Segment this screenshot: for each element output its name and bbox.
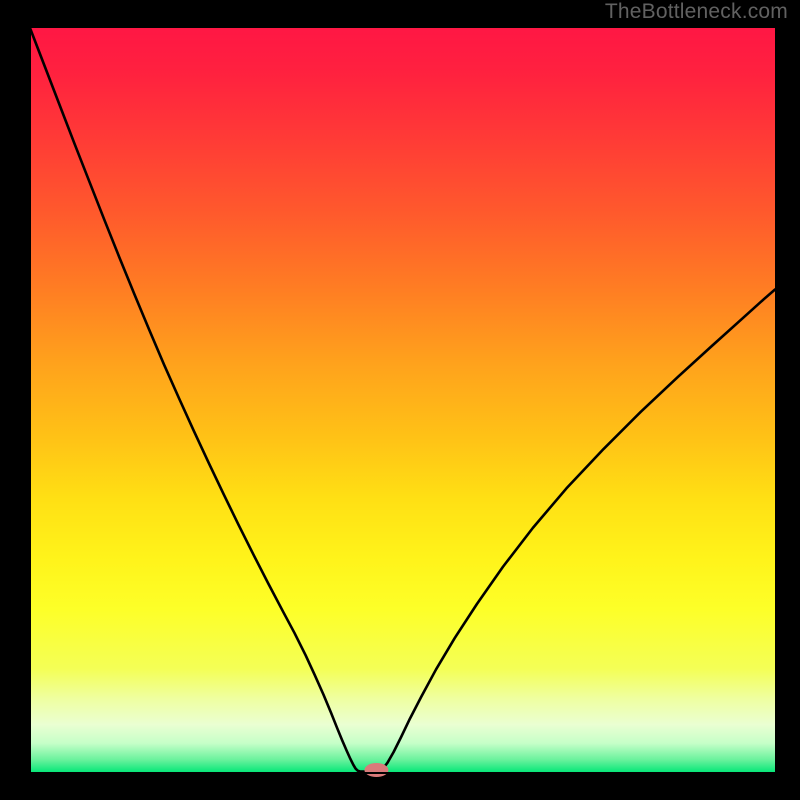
- chart-svg: [0, 0, 800, 800]
- watermark-text: TheBottleneck.com: [605, 0, 788, 24]
- minimum-marker: [364, 763, 388, 777]
- chart-stage: TheBottleneck.com: [0, 0, 800, 800]
- plot-background: [30, 28, 775, 773]
